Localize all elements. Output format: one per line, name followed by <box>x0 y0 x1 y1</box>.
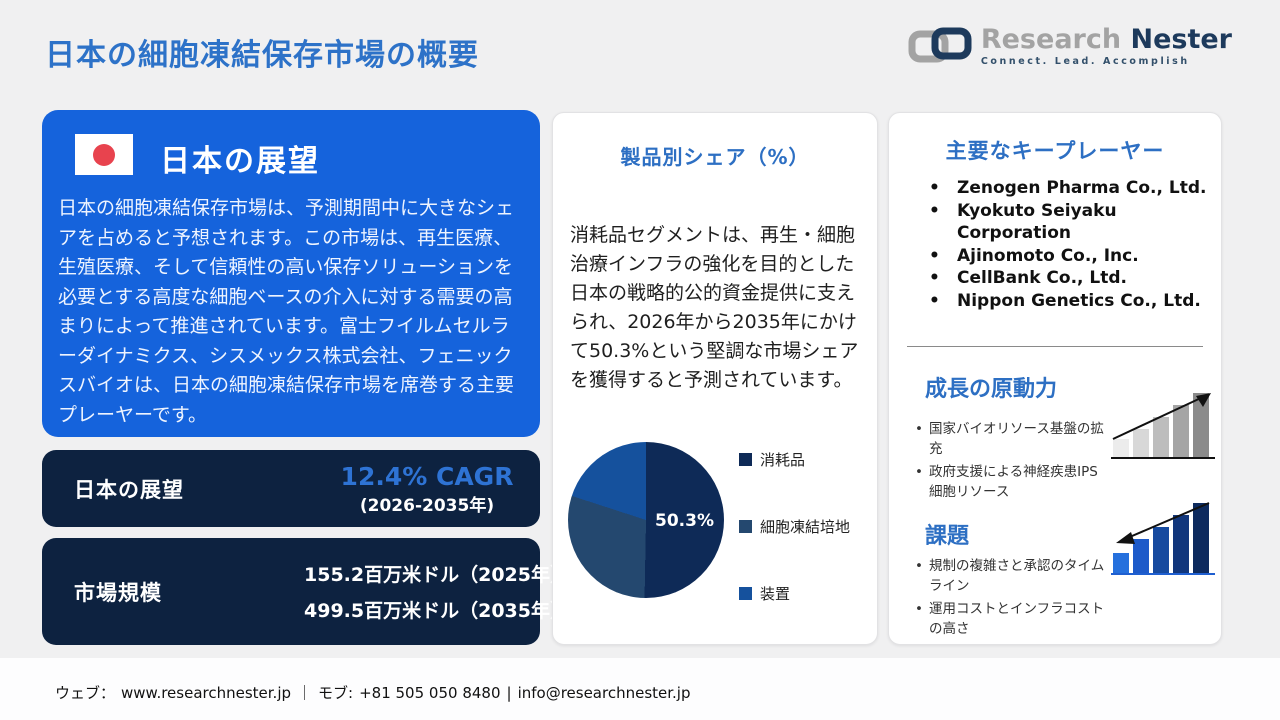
growth-driver-item: 国家バイオリソース基盤の拡充 <box>911 420 1111 459</box>
cagr-period: (2026-2035年) <box>359 495 495 516</box>
japan-outlook-card: 日本の展望 日本の細胞凍結保存市場は、予測期間中に大きなシェアを占めると予想され… <box>42 110 540 437</box>
up-arrow-icon <box>1112 393 1211 440</box>
logo-text: Research Nester Connect. Lead. Accomplis… <box>980 23 1232 67</box>
footer-separator: | <box>506 684 512 702</box>
legend-item: 細胞凍結培地 <box>739 516 850 537</box>
challenges-bars-icon <box>1111 501 1215 581</box>
logo-name-research: Research <box>980 23 1122 55</box>
footer-web-url: www.researchnester.jp <box>121 684 292 702</box>
challenge-item: 規制の複雑さと承認のタイムライン <box>911 557 1111 596</box>
japan-flag-icon <box>75 134 133 175</box>
growth-drivers-list: 国家バイオリソース基盤の拡充 政府支援による神経疾患IPS細胞リソース <box>911 420 1111 506</box>
pie-data-label: 50.3% <box>655 511 714 531</box>
key-players-card: 主要なキープレーヤー Zenogen Pharma Co., Ltd. Kyok… <box>888 112 1222 645</box>
product-share-card: 製品別シェア（%） 消耗品セグメントは、再生・細胞治療インフラの強化を目的とした… <box>552 112 878 645</box>
product-share-body-text: 消耗品セグメントは、再生・細胞治療インフラの強化を目的とした日本の戦略的公的資金… <box>570 224 859 391</box>
chain-links-icon <box>908 27 972 63</box>
logo-name: Research Nester <box>980 23 1232 55</box>
footer-separator: ｜ <box>297 684 313 702</box>
market-size-2025: 155.2百万米ドル（2025年） <box>304 564 569 586</box>
logo-name-nester: Nester <box>1130 23 1232 55</box>
pie-chart <box>568 442 724 598</box>
legend-swatch <box>739 453 752 466</box>
market-size-2035: 499.5百万米ドル（2035年） <box>304 600 569 622</box>
key-players-list: Zenogen Pharma Co., Ltd. Kyokuto Seiyaku… <box>927 177 1213 312</box>
cagr-label: 日本の展望 <box>74 477 184 502</box>
japan-flag-sun <box>93 143 115 166</box>
legend-item: 装置 <box>739 583 850 604</box>
product-share-heading: 製品別シェア（%） <box>620 145 810 169</box>
section-divider <box>907 346 1203 347</box>
growth-drivers-heading: 成長の原動力 <box>925 377 1058 402</box>
legend-swatch <box>739 520 752 533</box>
challenge-item: 運用コストとインフラコストの高さ <box>911 600 1111 639</box>
legend-item: 消耗品 <box>739 449 850 470</box>
market-size-card: 市場規模 155.2百万米ドル（2025年） 499.5百万米ドル（2035年） <box>42 538 569 645</box>
cagr-value: 12.4% CAGR <box>340 461 514 491</box>
outlook-heading: 日本の展望 <box>160 144 320 179</box>
logo-tagline: Connect. Lead. Accomplish <box>980 55 1190 67</box>
page-title: 日本の細胞凍結保存市場の概要 <box>45 38 479 73</box>
challenges-heading: 課題 <box>925 524 970 549</box>
key-player-item: Ajinomoto Co., Inc. <box>927 245 1213 268</box>
footer-mobile-label: モブ: <box>318 684 354 702</box>
outlook-body-text: 日本の細胞凍結保存市場は、予測期間中に大きなシェアを占めると予想されます。この市… <box>58 197 515 426</box>
market-size-values: 155.2百万米ドル（2025年） 499.5百万米ドル（2035年） <box>304 551 569 632</box>
key-player-item: CellBank Co., Ltd. <box>927 267 1213 290</box>
legend-label: 細胞凍結培地 <box>760 518 851 536</box>
cagr-card: 日本の展望 12.4% CAGR (2026-2035年) <box>42 450 540 527</box>
key-player-item: Nippon Genetics Co., Ltd. <box>927 290 1213 313</box>
key-players-heading: 主要なキープレーヤー <box>945 139 1165 163</box>
footer: ウェブ： www.researchnester.jp ｜ モブ: +81 505 050… <box>0 658 1280 720</box>
research-nester-logo: Research Nester Connect. Lead. Accomplis… <box>907 24 1232 68</box>
legend-swatch <box>739 587 752 600</box>
pie-legend: 消耗品 細胞凍結培地 装置 <box>739 449 850 650</box>
market-size-label: 市場規模 <box>74 580 162 605</box>
footer-web-label: ウェブ： <box>55 684 116 702</box>
challenges-list: 規制の複雑さと承認のタイムライン 運用コストとインフラコストの高さ <box>911 557 1111 643</box>
growth-driver-item: 政府支援による神経疾患IPS細胞リソース <box>911 463 1111 502</box>
down-left-arrow-icon <box>1116 502 1210 544</box>
footer-contact-line: ウェブ： www.researchnester.jp ｜ モブ: +81 505 050… <box>55 682 697 703</box>
growth-bars-icon <box>1111 385 1215 465</box>
footer-email: info@researchnester.jp <box>517 684 691 702</box>
cagr-value-block: 12.4% CAGR (2026-2035年) <box>317 462 537 516</box>
key-player-item: Kyokuto Seiyaku Corporation <box>927 200 1213 245</box>
key-player-item: Zenogen Pharma Co., Ltd. <box>927 177 1213 200</box>
footer-phone: +81 505 050 8480 <box>359 684 501 702</box>
legend-label: 装置 <box>760 585 791 603</box>
legend-label: 消耗品 <box>760 451 806 469</box>
